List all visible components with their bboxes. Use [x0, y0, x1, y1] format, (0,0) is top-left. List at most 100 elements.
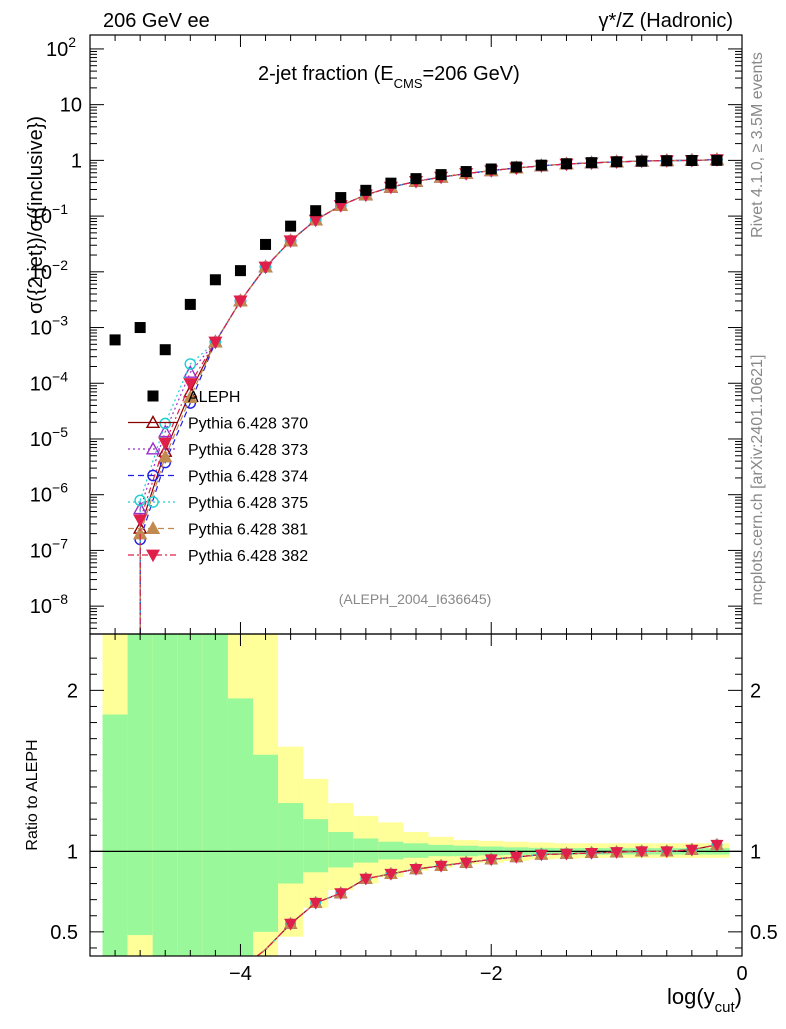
mc-point — [183, 364, 198, 378]
legend-label: Pythia 6.428 381 — [188, 522, 308, 539]
y-tick-exponent: 2 — [68, 34, 76, 50]
ratio-green-band — [177, 634, 203, 956]
ratio-tick-label-left: 1 — [67, 841, 78, 863]
data-point — [661, 155, 673, 167]
data-point — [460, 166, 472, 178]
data-point — [510, 161, 522, 173]
rivet-label: Rivet 4.1.0, ≥ 3.5M events — [749, 52, 766, 238]
y-tick-exponent: −1 — [52, 201, 68, 217]
data-point — [560, 158, 572, 170]
y-tick-exponent: −6 — [52, 480, 68, 496]
mc-ratio-point — [384, 868, 398, 881]
y-tick-base: 10 — [46, 39, 68, 61]
x-axis-label: log(ycut) — [667, 984, 742, 1016]
main-frame — [89, 34, 743, 635]
x-tick-label: 0 — [736, 963, 747, 985]
x-tick-label: −2 — [480, 963, 503, 985]
mc-point — [183, 390, 198, 403]
mc-ratio-point — [685, 844, 699, 857]
mc-ratio-point — [409, 864, 423, 876]
mc-ratio-point — [559, 848, 573, 861]
data-point — [711, 154, 723, 166]
header-right-label: γ*/Z (Hadronic) — [599, 10, 733, 32]
y-tick-label: 10−3 — [30, 313, 68, 340]
y-tick-label: 10−5 — [30, 424, 68, 451]
mc-point — [283, 235, 298, 249]
mc-point — [132, 501, 148, 515]
mc-point — [134, 494, 146, 507]
mc-point — [208, 336, 223, 350]
legend-label: Pythia 6.428 374 — [188, 469, 308, 486]
y-tick-base: 10 — [30, 429, 52, 451]
data-point — [611, 156, 623, 168]
data-point — [686, 154, 698, 166]
mc-series-line — [139, 159, 717, 521]
x-axis-label-tail: ) — [735, 984, 742, 1009]
mc-point — [158, 424, 173, 438]
legend: ALEPH Pythia 6.428 370 Pythia 6.428 373 Pyt… — [128, 389, 308, 565]
mc-ratio-point — [359, 873, 373, 886]
y-tick-exponent: −3 — [52, 313, 68, 329]
ratio-panel — [90, 634, 742, 956]
ratio-green-band — [202, 634, 228, 956]
main-title-tail: =206 GeV) — [423, 63, 520, 85]
y-tick-base: 10 — [60, 95, 82, 117]
y-tick-label: 10−6 — [30, 480, 68, 507]
mc-point — [258, 261, 273, 275]
y-tick-exponent: −7 — [52, 535, 68, 551]
x-tick-label: −4 — [229, 963, 252, 985]
data-point — [285, 220, 297, 232]
ratio-green-band — [353, 838, 379, 863]
data-point — [184, 298, 196, 310]
y-tick-label: 10 — [60, 95, 82, 117]
y-tick-label: 10−7 — [30, 535, 68, 562]
mcplots-label: mcplots.cern.ch [arXiv:2401.10621] — [749, 355, 766, 606]
ratio-green-band — [127, 634, 153, 936]
ratio-tick-label-left: 0.5 — [50, 922, 78, 944]
x-axis-label-subscript: cut — [715, 999, 736, 1016]
main-panel — [109, 152, 725, 634]
axes-frame: −4 −2 010210110−110−210−310−410−510−610−71… — [30, 34, 778, 985]
data-point — [535, 159, 547, 171]
y-tick-label: 1 — [71, 150, 82, 172]
mc-ratio-point — [484, 854, 498, 867]
ratio-green-band — [328, 832, 354, 868]
y-tick-base: 10 — [30, 373, 52, 395]
data-point — [109, 334, 121, 346]
ratio-green-band — [378, 841, 404, 860]
analysis-tag: (ALEPH_2004_I636645) — [339, 591, 492, 607]
legend-label: Pythia 6.428 370 — [188, 416, 308, 433]
ratio-y-axis-label: Ratio to ALEPH — [24, 739, 41, 850]
y-axis-label: σ({2 jet})/σ({inclusive}) — [25, 116, 47, 314]
y-tick-label: 10−8 — [30, 591, 68, 618]
mc-point — [183, 378, 198, 391]
mc-ratio-point — [534, 849, 548, 862]
ratio-tick-label-right: 0.5 — [750, 922, 778, 944]
data-point — [209, 274, 221, 286]
mc-ratio-point — [710, 839, 724, 852]
y-tick-exponent: −2 — [52, 257, 68, 273]
y-tick-base: 10 — [30, 262, 52, 284]
legend-data-marker — [147, 390, 159, 402]
data-point — [385, 177, 397, 189]
y-tick-base: 10 — [30, 540, 52, 562]
ratio-green-band — [278, 803, 304, 884]
data-point — [234, 265, 246, 277]
legend-marker — [147, 469, 159, 482]
header-left-label: 206 GeV ee — [103, 10, 210, 32]
mc-point — [133, 514, 148, 528]
y-tick-label: 10−2 — [30, 257, 68, 284]
mc-point — [159, 417, 172, 430]
mc-ratio-point — [334, 888, 348, 900]
x-axis-label-text: log(y — [667, 984, 715, 1009]
main-title: 2-jet fraction (ECMS=206 GeV) — [258, 63, 520, 91]
legend-label: Pythia 6.428 373 — [188, 442, 308, 459]
ratio-green-band — [428, 844, 454, 857]
ratio-green-band — [152, 634, 178, 956]
y-tick-exponent: −8 — [52, 591, 68, 607]
data-point — [586, 157, 598, 169]
data-point — [410, 173, 422, 185]
y-tick-base: 10 — [30, 485, 52, 507]
